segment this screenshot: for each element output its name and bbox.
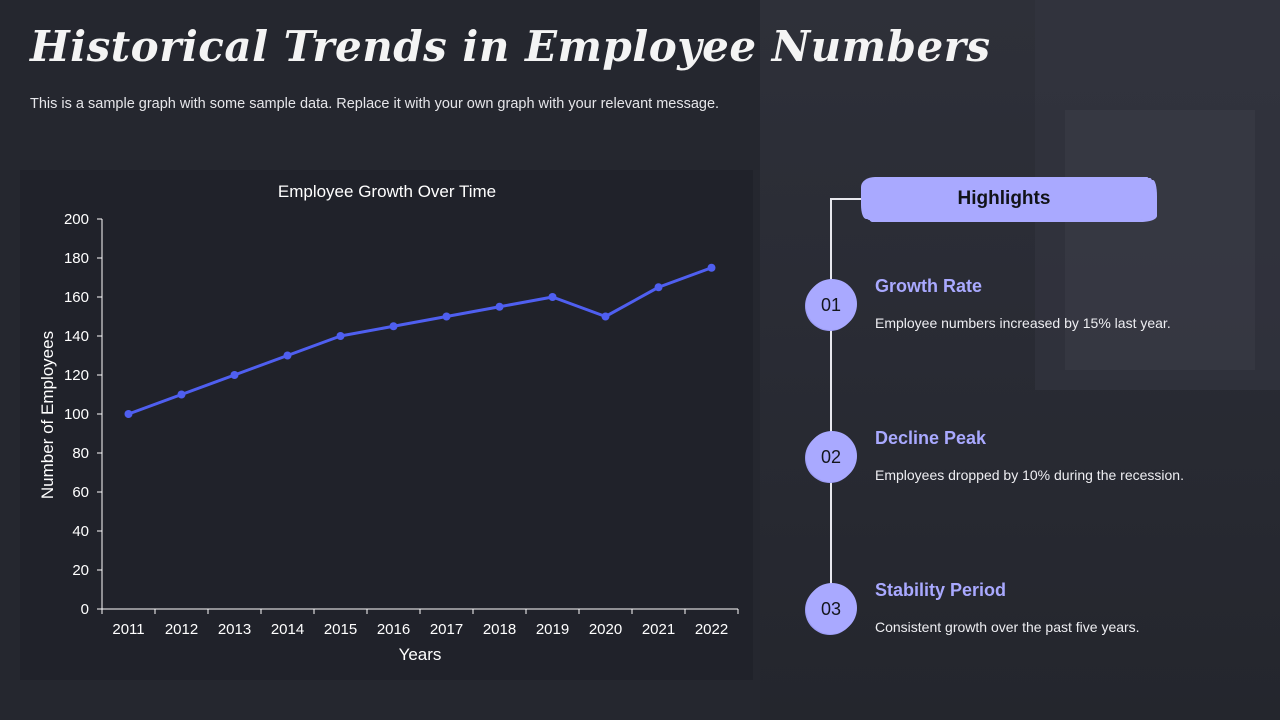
page-subtitle: This is a sample graph with some sample … (30, 96, 720, 112)
x-tick-label: 2014 (271, 621, 304, 638)
y-tick-label: 80 (72, 445, 89, 462)
data-point (177, 390, 186, 399)
data-point (654, 283, 663, 292)
series-employees (124, 263, 716, 418)
timeline-line (830, 199, 832, 619)
x-tick-label: 2013 (218, 621, 251, 638)
x-tick-label: 2017 (430, 621, 463, 638)
x-tick-label: 2016 (377, 621, 410, 638)
timeline-connector (830, 198, 870, 200)
y-tick-label: 180 (64, 250, 89, 267)
chart-panel: Employee Growth Over Time Years Number o… (20, 170, 753, 680)
highlight-title-1: Growth Rate (875, 276, 983, 296)
x-tick-label: 2015 (324, 621, 357, 638)
y-tick-label: 20 (72, 562, 89, 579)
y-tick-label: 160 (64, 289, 89, 306)
highlight-number-3: 03 (806, 584, 856, 634)
highlight-desc-3: Consistent growth over the past five yea… (875, 619, 1140, 635)
y-tick-label: 120 (64, 367, 89, 384)
y-tick-label: 200 (64, 211, 89, 228)
y-tick-label: 40 (72, 523, 89, 540)
axes (97, 218, 739, 614)
data-point (601, 312, 610, 321)
series-line (127, 266, 713, 416)
data-point (548, 293, 557, 301)
chart-title: Employee Growth Over Time (278, 182, 496, 201)
x-tick-label: 2011 (112, 621, 144, 638)
data-point (495, 302, 504, 311)
x-tick-label: 2012 (165, 621, 198, 638)
tick-labels: 0 20 40 60 80 100 120 140 160 180 200 2011 2012 2013 2… (64, 211, 728, 638)
highlight-title-2: Decline Peak (875, 428, 987, 448)
page-title: Historical Trends in Employee Numbers (30, 22, 991, 71)
data-point (124, 410, 133, 418)
highlight-desc-1: Employee numbers increased by 15% last y… (875, 315, 1171, 331)
highlight-title-3: Stability Period (875, 580, 1007, 600)
y-tick-label: 0 (81, 601, 89, 618)
x-tick-label: 2020 (589, 621, 622, 638)
y-tick-label: 140 (64, 328, 89, 345)
line-chart: Employee Growth Over Time Years Number o… (38, 182, 739, 664)
data-point (389, 322, 398, 331)
x-tick-label: 2021 (642, 621, 675, 638)
data-point (336, 332, 345, 340)
y-tick-label: 60 (72, 484, 89, 501)
data-point (283, 351, 292, 360)
highlight-desc-2: Employees dropped by 10% during the rece… (875, 467, 1184, 483)
data-point (442, 312, 451, 321)
highlights-title: Highlights (957, 188, 1051, 209)
data-point (230, 371, 239, 379)
x-axis-label: Years (399, 645, 442, 664)
x-tick-label: 2018 (483, 621, 516, 638)
y-tick-label: 100 (64, 406, 89, 423)
x-tick-label: 2019 (536, 621, 569, 638)
y-axis-label: Number of Employees (38, 331, 57, 499)
highlight-number-2: 02 (806, 432, 856, 482)
highlight-number-1: 01 (806, 280, 856, 330)
data-point (707, 263, 716, 272)
x-tick-label: 2022 (695, 621, 728, 638)
background-window-pane (1065, 110, 1255, 370)
highlights-banner: Highlights (864, 178, 1154, 220)
